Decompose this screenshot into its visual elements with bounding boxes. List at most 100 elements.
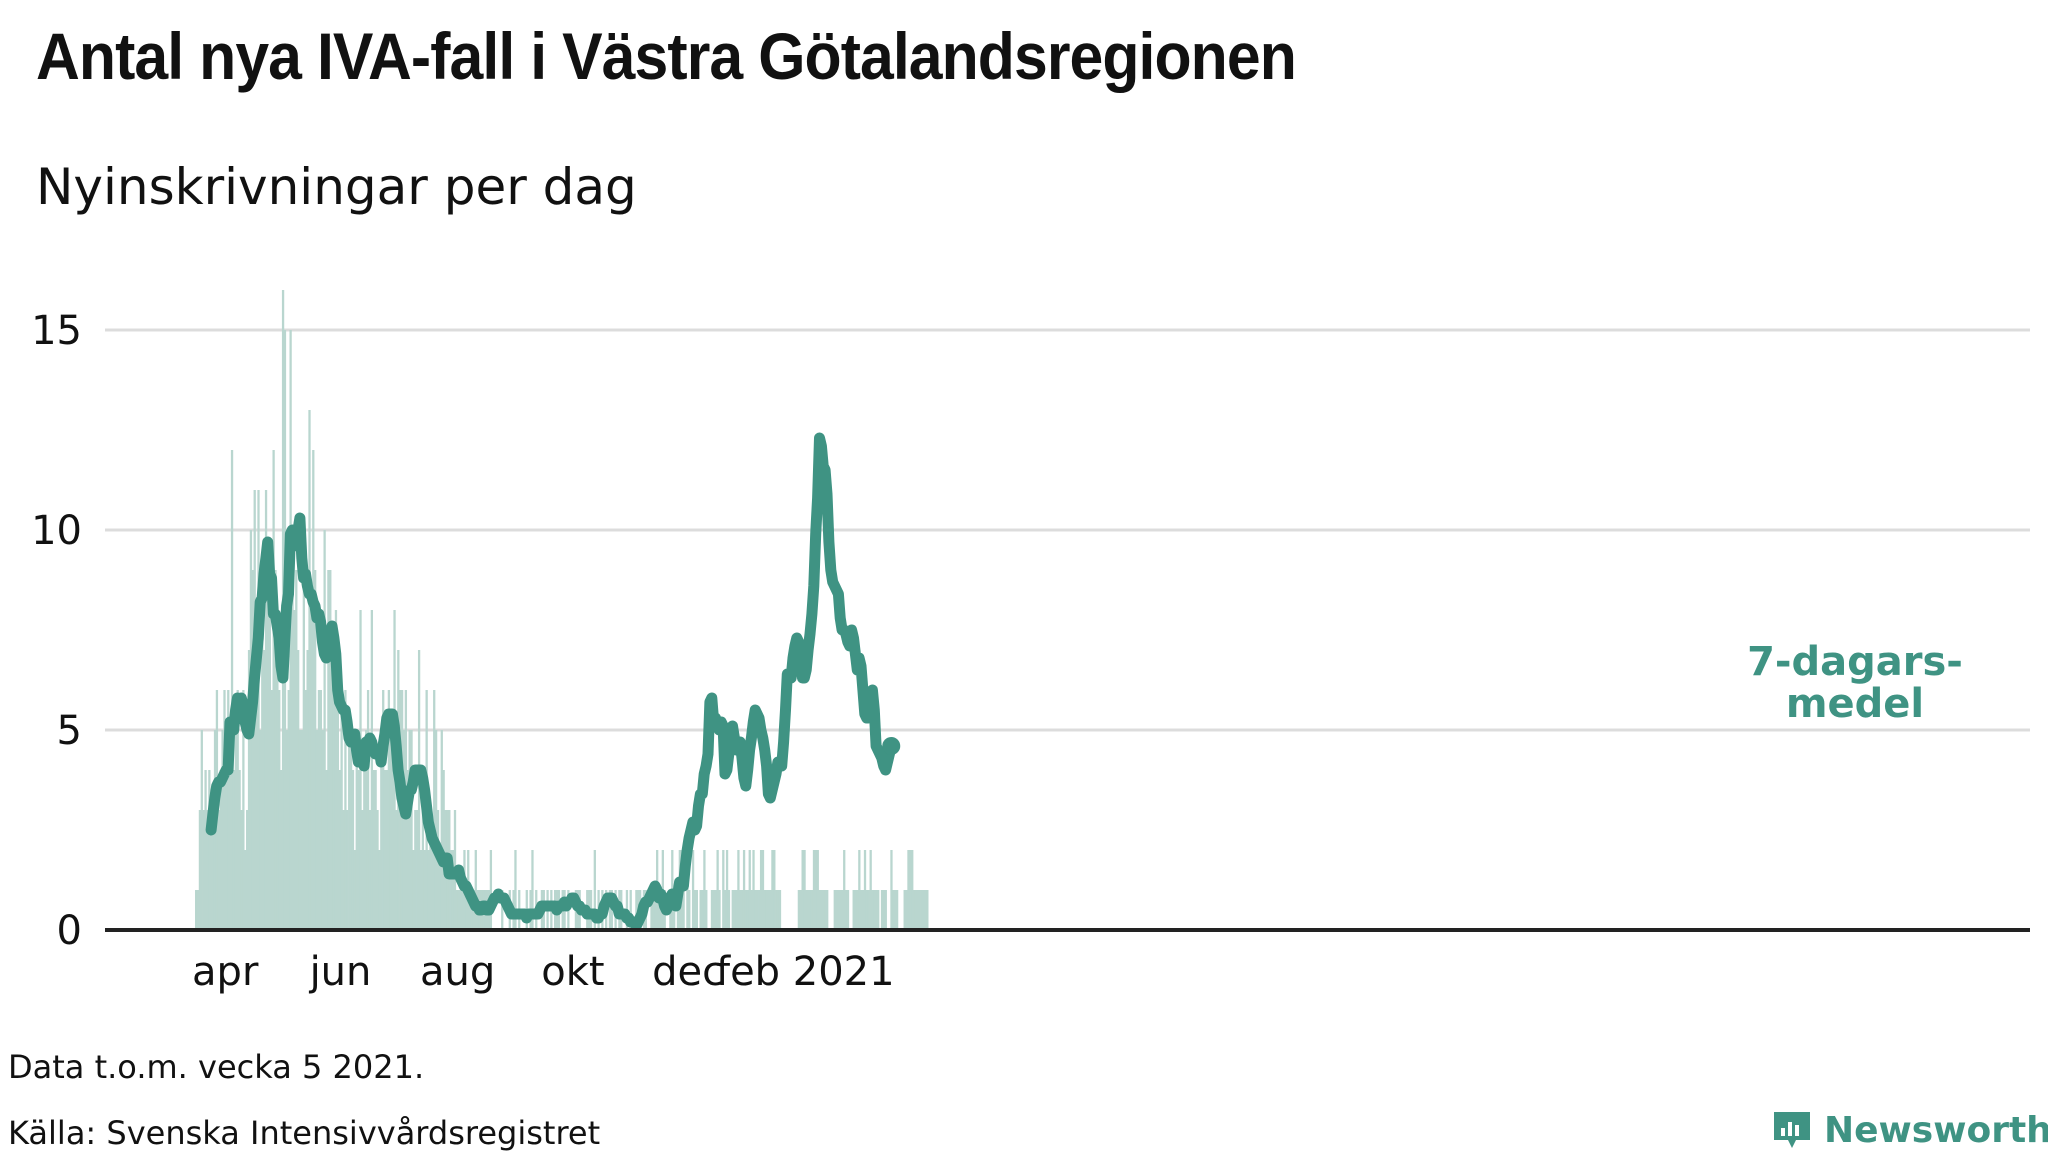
daily-bar [223, 690, 226, 930]
daily-bar [246, 810, 249, 930]
daily-bar [274, 570, 277, 930]
daily-bar [406, 770, 409, 930]
daily-bar [837, 890, 840, 930]
daily-bar [856, 890, 859, 930]
daily-bar [705, 890, 708, 930]
daily-bar [208, 770, 211, 930]
daily-bar [727, 890, 731, 930]
daily-bar [376, 810, 379, 930]
daily-bar [841, 890, 844, 930]
daily-bar [716, 850, 719, 930]
daily-bar [489, 850, 493, 930]
daily-bar [293, 610, 296, 930]
daily-bar [240, 810, 243, 930]
daily-bar [880, 890, 884, 930]
daily-bar [410, 730, 413, 930]
daily-bar [752, 850, 755, 930]
daily-bar [270, 690, 273, 930]
daily-bar [769, 890, 772, 930]
daily-bar [251, 570, 254, 930]
daily-bar [276, 650, 279, 930]
daily-bar [514, 850, 517, 930]
daily-bar [412, 850, 415, 930]
daily-bar [353, 850, 357, 930]
daily-bar [892, 890, 895, 930]
daily-bar [778, 890, 782, 930]
daily-bar [450, 850, 453, 930]
daily-bar [688, 890, 691, 930]
daily-bar [916, 890, 920, 930]
brand-name: Newsworthy [1824, 1109, 2048, 1151]
daily-bar [731, 890, 734, 930]
daily-bar [725, 850, 729, 930]
daily-bar [593, 850, 596, 930]
daily-bar [338, 770, 341, 930]
daily-bar [756, 890, 759, 930]
daily-bar [242, 690, 245, 930]
daily-bar [314, 570, 317, 930]
daily-bar [501, 890, 504, 930]
daily-bar [315, 730, 319, 930]
daily-bar [735, 890, 738, 930]
daily-bar [741, 890, 744, 930]
daily-bar [863, 850, 867, 930]
daily-bar [421, 770, 425, 930]
x-tick-label: dec [652, 949, 724, 995]
daily-bar [244, 850, 247, 930]
daily-bar [474, 850, 477, 930]
rolling-mean-end-point [882, 737, 901, 755]
daily-bar [635, 890, 638, 930]
daily-bar [308, 410, 311, 930]
daily-bar [323, 530, 326, 930]
daily-bar [204, 770, 207, 930]
daily-bar [895, 890, 899, 930]
daily-bar [346, 810, 349, 930]
daily-bar [433, 690, 436, 930]
daily-bar [291, 530, 294, 930]
daily-bar [907, 850, 910, 930]
daily-bar [911, 850, 914, 930]
daily-bar [701, 890, 704, 930]
daily-bar [867, 890, 870, 930]
daily-bar [693, 890, 697, 930]
daily-bar [531, 850, 534, 930]
daily-bar [918, 890, 921, 930]
y-tick-label: 5 [57, 708, 82, 754]
daily-bar [722, 850, 725, 930]
daily-bar [278, 690, 281, 930]
daily-bar [331, 650, 334, 930]
daily-bar [385, 770, 389, 930]
daily-bar [238, 770, 241, 930]
daily-bar [763, 890, 767, 930]
daily-bar [370, 610, 374, 930]
daily-bar [304, 690, 307, 930]
daily-bar [873, 890, 876, 930]
daily-bar [391, 730, 394, 930]
daily-bar [846, 890, 850, 930]
daily-bar [909, 850, 912, 930]
daily-bar [773, 850, 776, 930]
daily-bar [287, 690, 290, 930]
daily-bar [302, 570, 305, 930]
daily-bar [436, 810, 440, 930]
daily-bar [206, 810, 209, 930]
daily-bar [724, 890, 727, 930]
daily-bar [737, 850, 740, 930]
daily-bar [321, 730, 324, 930]
daily-bar [920, 890, 923, 930]
daily-bar [334, 610, 338, 930]
daily-bar [361, 810, 364, 930]
daily-bar [890, 850, 893, 930]
daily-bar [300, 730, 304, 930]
daily-bar [839, 890, 842, 930]
newsworthy-logo[interactable]: Newsworthy [1770, 1108, 2048, 1152]
daily-bar [861, 890, 865, 930]
daily-bar [198, 810, 202, 930]
daily-bar [306, 650, 309, 930]
daily-bar [434, 730, 438, 930]
daily-bar [348, 730, 351, 930]
daily-bar [767, 890, 770, 930]
daily-bar [365, 730, 368, 930]
daily-bar [336, 690, 339, 930]
daily-bar [227, 690, 230, 930]
